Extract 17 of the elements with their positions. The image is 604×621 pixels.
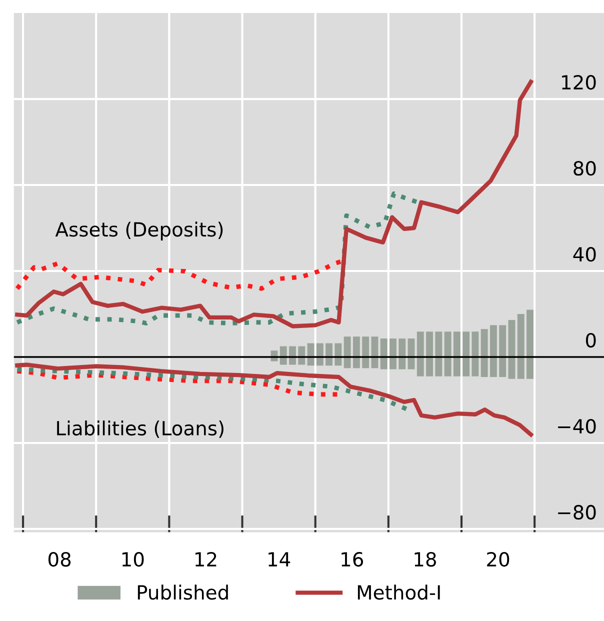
legend-label: Method-I [358, 584, 440, 600]
y-tick-label: 0 [586, 332, 596, 348]
x-tick-label: 10 [122, 552, 144, 567]
annotation: Assets (Deposits) [55, 222, 223, 240]
y-tick-label: 120 [562, 74, 596, 90]
y-tick-label: 40 [573, 246, 596, 262]
y-tick-label: −80 [558, 504, 596, 520]
x-tick-label: 18 [414, 552, 436, 567]
x-tick-label: 20 [487, 552, 510, 567]
y-tick-label: 80 [574, 160, 596, 176]
legend-label: Published [138, 584, 228, 600]
x-tick-label: 16 [342, 552, 364, 567]
y-tick-label: −40 [558, 418, 596, 434]
x-tick-label: 14 [268, 552, 290, 566]
x-tick-label: 08 [48, 552, 71, 567]
x-tick-label: 12 [195, 552, 216, 566]
annotation: Liabilities (Loans) [57, 420, 224, 438]
